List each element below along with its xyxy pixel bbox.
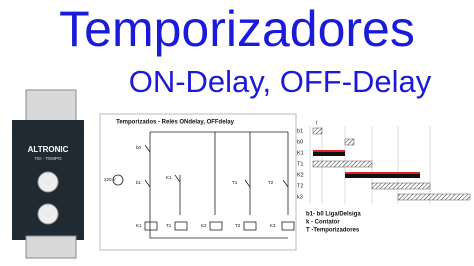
- title: Temporizadores: [59, 1, 415, 57]
- pulse: [371, 182, 431, 190]
- signal-label: K1: [297, 150, 304, 156]
- contact-label: T1: [232, 180, 238, 185]
- diagram-title: Temporizados - Relés ONdelay, OFFdelay: [116, 120, 234, 126]
- timing-chart: t: [309, 120, 471, 204]
- device-knob: [37, 203, 59, 225]
- diagram-labels: 220 V b0 b1 K1 T1 T2 K1 T1 K2 T2 K3: [104, 145, 276, 228]
- diagram-frame: [99, 113, 297, 251]
- coil: [174, 221, 188, 231]
- coil: [144, 221, 158, 231]
- coil: [209, 221, 223, 231]
- device-model: TEI - TEMPO: [35, 156, 62, 161]
- coil-label: T1: [166, 223, 172, 228]
- device-top: [25, 89, 77, 125]
- device-bottom: [25, 235, 77, 259]
- coil: [243, 221, 257, 231]
- contact: [144, 144, 289, 188]
- source: [112, 174, 124, 186]
- pulse: [397, 193, 471, 201]
- legend-item: k - Contator: [306, 220, 340, 226]
- signal-label: T1: [297, 161, 303, 167]
- contact-label: T2: [268, 180, 274, 185]
- signal-label: b1: [297, 128, 303, 134]
- coil-label: K1: [136, 223, 142, 228]
- signal-label: K2: [297, 172, 304, 178]
- relay-device: ALTRONIC TEI - TEMPO: [12, 89, 84, 259]
- pulse: [313, 150, 345, 156]
- circuit-wires: [112, 131, 289, 239]
- pulse: [344, 138, 355, 146]
- coil: [281, 221, 295, 231]
- pulse: [345, 172, 420, 174]
- legend-item: b1- b0 Liga/Delsiga: [306, 212, 361, 218]
- timing-labels: b1 b0 K1 T1 K2 T2 k3: [297, 128, 304, 200]
- device-knob: [37, 171, 59, 193]
- coils: [144, 221, 295, 231]
- contact-label: K1: [166, 175, 172, 180]
- signal-label: b0: [297, 139, 303, 145]
- contact-label: b1: [136, 180, 142, 185]
- coil-label: K2: [201, 223, 207, 228]
- time-label: t: [316, 120, 318, 126]
- supply-label: 220 V: [104, 177, 116, 182]
- wire: [179, 132, 289, 215]
- coil-label: K3: [270, 223, 276, 228]
- pulse: [345, 172, 420, 178]
- contact-label: b0: [136, 145, 142, 150]
- legend-item: T -Temporizadores: [306, 228, 360, 234]
- device-brand: ALTRONIC: [28, 145, 69, 154]
- wire: [149, 131, 288, 239]
- pulse: [312, 127, 323, 135]
- legend: b1- b0 Liga/Delsiga k - Contator T -Tempor…: [306, 212, 361, 234]
- signal-label: k3: [297, 194, 303, 200]
- subtitle: ON-Delay, OFF-Delay: [129, 64, 432, 99]
- pulse: [313, 150, 345, 152]
- signal-label: T2: [297, 183, 303, 189]
- coil-label: T2: [235, 223, 241, 228]
- pulse: [312, 160, 373, 168]
